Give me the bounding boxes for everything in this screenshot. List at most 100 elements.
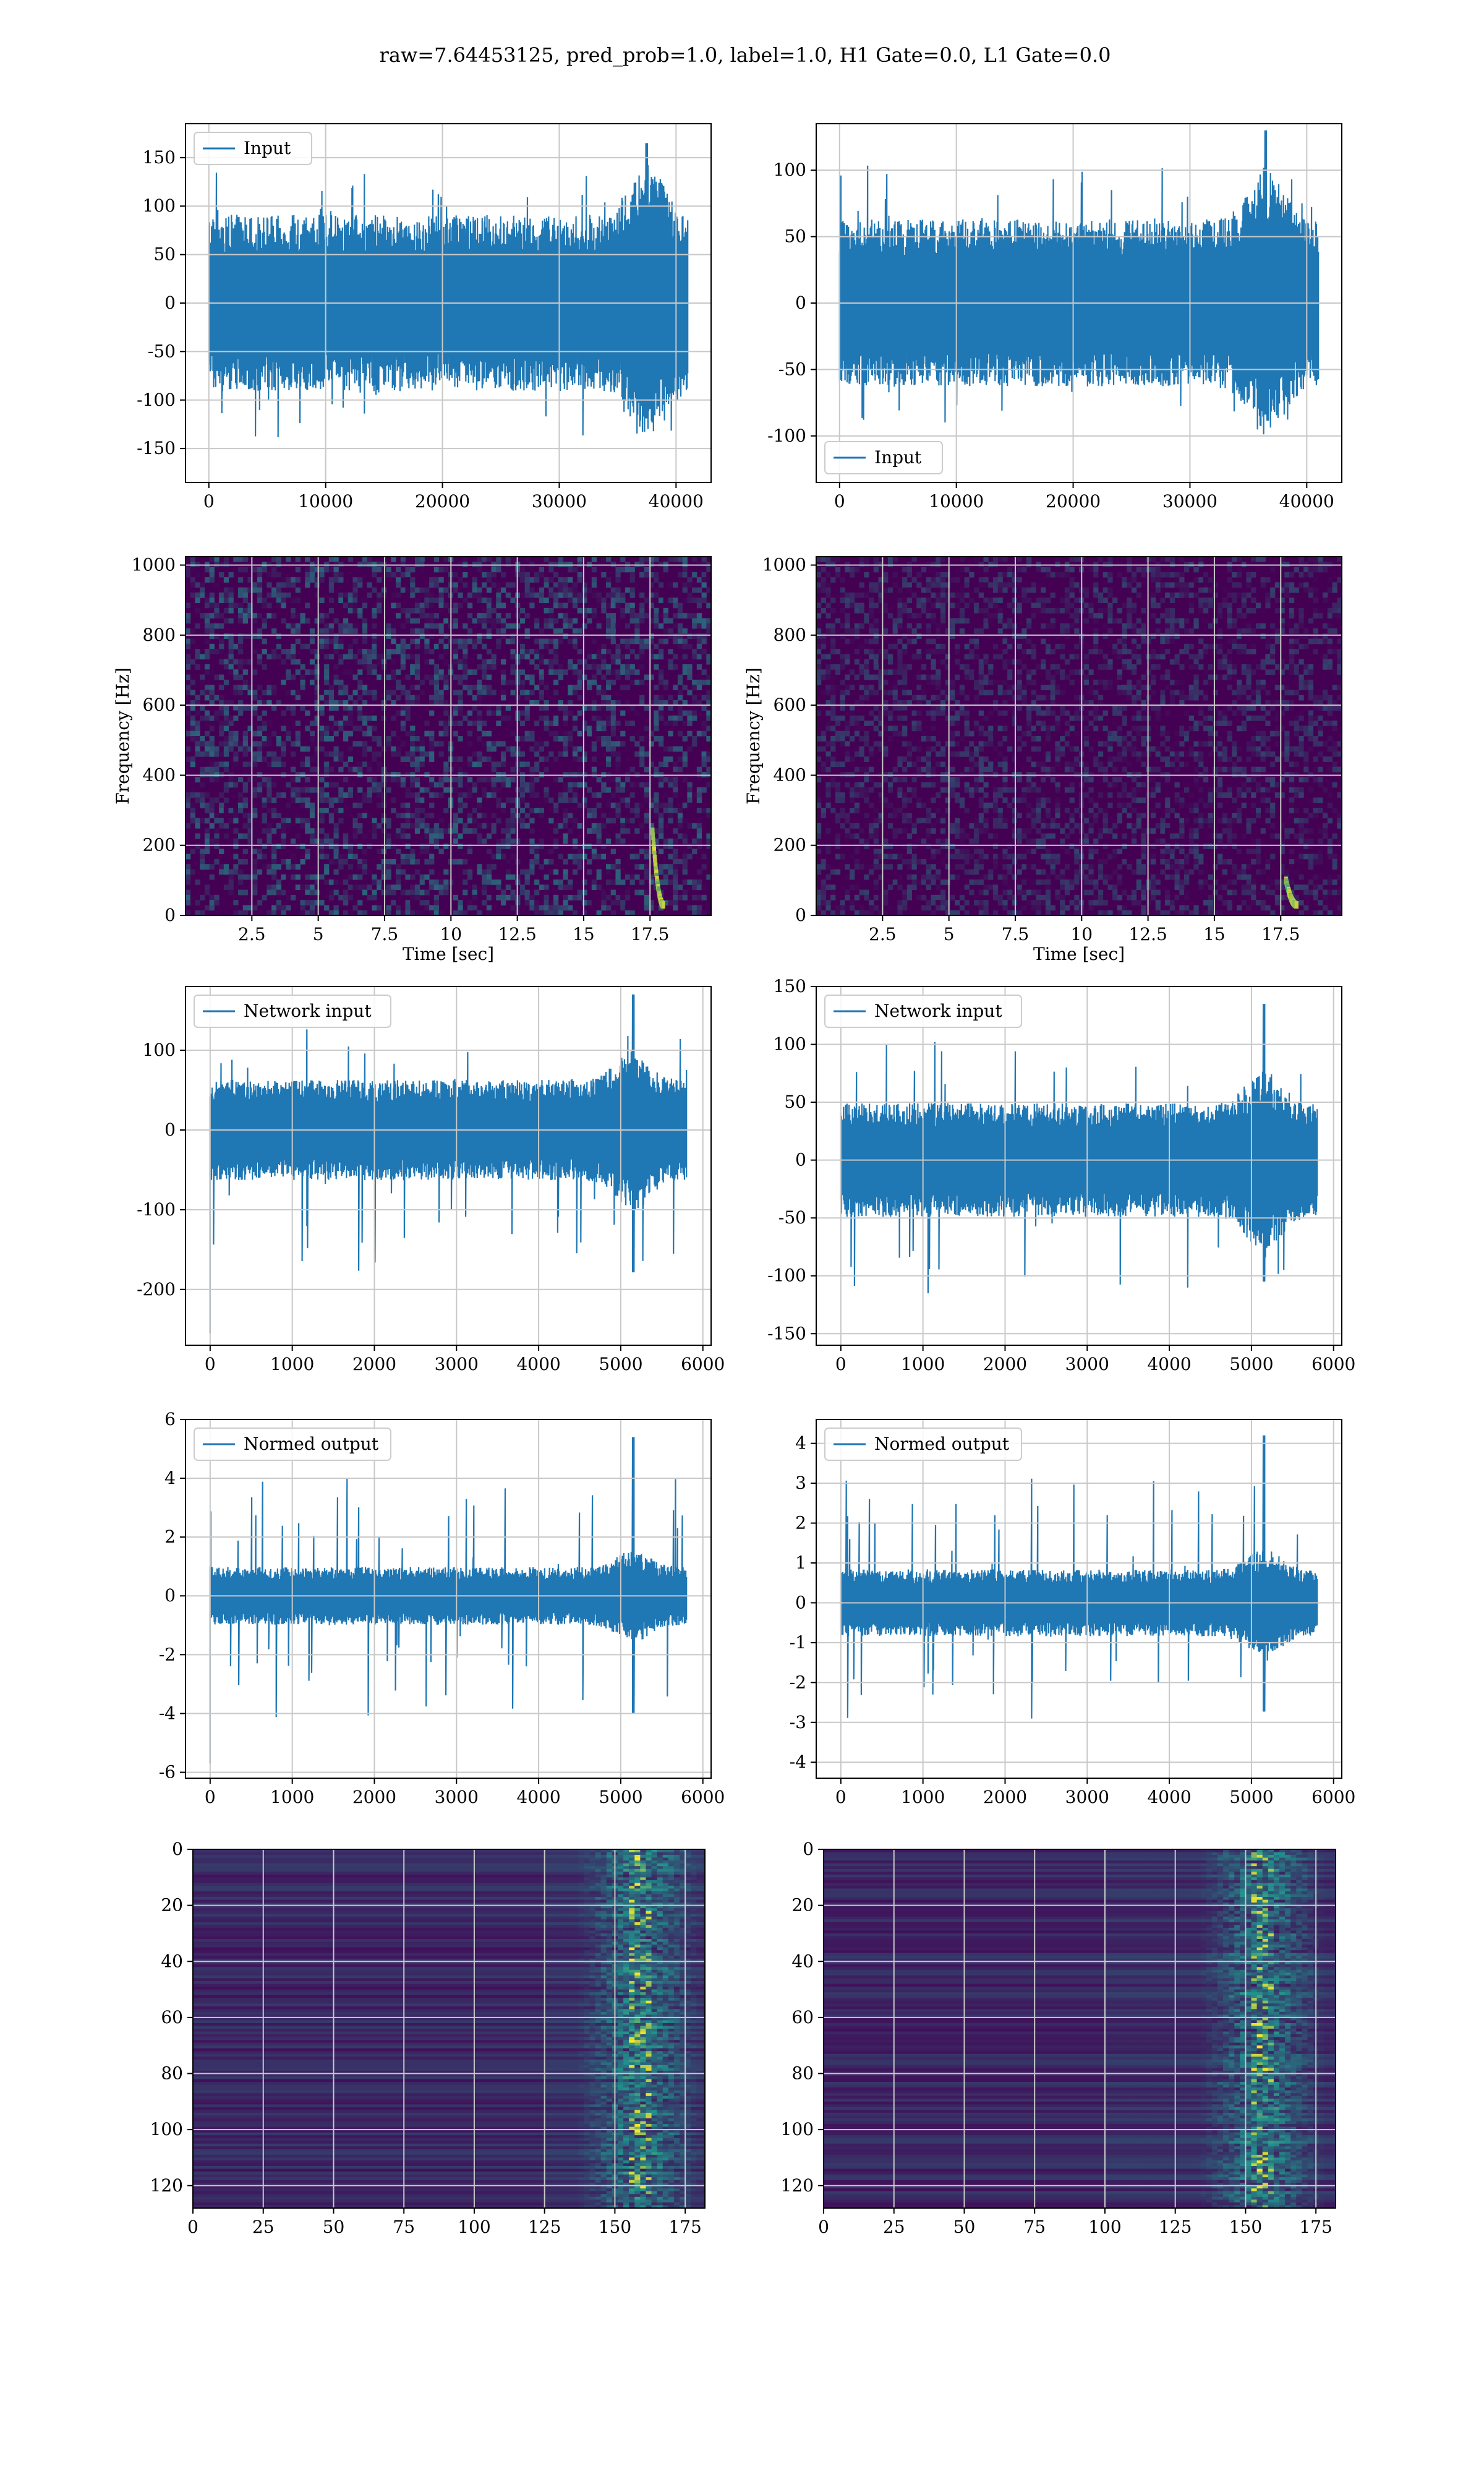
heat-cell bbox=[659, 700, 664, 706]
heat-cell bbox=[696, 766, 702, 773]
heat-cell bbox=[219, 818, 224, 824]
legend-label: Input bbox=[874, 447, 922, 468]
heat-cell bbox=[429, 854, 435, 860]
heat-cell bbox=[472, 721, 477, 726]
heat-cell bbox=[955, 690, 960, 696]
heat-cell bbox=[419, 607, 425, 614]
heat-cell bbox=[238, 802, 244, 808]
heat-cell bbox=[238, 833, 244, 839]
heat-cell bbox=[501, 894, 506, 901]
heat-cell bbox=[262, 710, 267, 716]
heat-cell bbox=[309, 884, 315, 891]
heat-cell bbox=[314, 900, 320, 905]
heat-cell bbox=[467, 602, 473, 609]
heat-cell bbox=[338, 669, 344, 675]
heat-cell bbox=[343, 889, 349, 896]
heat-cell bbox=[424, 593, 430, 598]
heat-cell bbox=[883, 710, 889, 716]
heat-cell bbox=[931, 593, 936, 598]
heat-cell bbox=[620, 664, 626, 670]
heat-cell bbox=[878, 593, 884, 598]
heat-cell bbox=[850, 638, 855, 644]
heat-cell bbox=[615, 567, 621, 573]
heat-cell bbox=[625, 602, 631, 609]
heat-cell bbox=[534, 844, 540, 849]
heat-cell bbox=[424, 618, 430, 624]
heat-cell bbox=[223, 751, 229, 757]
heat-cell bbox=[233, 910, 239, 915]
heat-cell bbox=[825, 751, 831, 757]
heat-cell bbox=[529, 730, 535, 737]
heat-cell bbox=[186, 638, 191, 644]
heat-cell bbox=[897, 777, 903, 783]
heat-cell bbox=[897, 761, 903, 768]
heat-cell bbox=[840, 593, 845, 598]
heat-cell bbox=[262, 726, 267, 732]
heat-cell bbox=[955, 833, 960, 839]
heat-cell bbox=[252, 756, 258, 762]
heat-cell bbox=[706, 756, 711, 762]
heat-cell bbox=[453, 587, 458, 593]
heat-cell bbox=[821, 643, 826, 649]
heat-cell bbox=[223, 618, 229, 624]
heat-cell bbox=[639, 751, 645, 757]
heat-cell bbox=[906, 751, 913, 757]
chirp-cell bbox=[661, 901, 665, 909]
heat-cell bbox=[568, 593, 573, 598]
heat-cell bbox=[606, 864, 612, 870]
heat-cell bbox=[897, 618, 903, 624]
heat-cell bbox=[940, 828, 946, 834]
heat-cell bbox=[386, 858, 391, 865]
heat-cell bbox=[859, 766, 864, 773]
heat-cell bbox=[400, 690, 406, 696]
heat-cell bbox=[620, 613, 626, 618]
heat-cell bbox=[424, 751, 430, 757]
heat-cell bbox=[1007, 736, 1013, 742]
heat-cell bbox=[314, 741, 320, 747]
heat-cell bbox=[291, 838, 296, 844]
heat-cell bbox=[472, 587, 477, 593]
heat-cell bbox=[625, 685, 631, 690]
heat-cell bbox=[410, 607, 416, 614]
heat-cell bbox=[276, 557, 282, 562]
heat-cell bbox=[859, 787, 864, 793]
heat-cell bbox=[372, 602, 377, 609]
heat-cell bbox=[845, 833, 850, 839]
heat-cell bbox=[601, 659, 607, 665]
heat-cell bbox=[209, 766, 215, 773]
heat-cell bbox=[682, 638, 688, 644]
heat-cell bbox=[553, 802, 559, 808]
heat-cell bbox=[629, 880, 635, 885]
heat-cell bbox=[486, 880, 492, 885]
heat-cell bbox=[615, 571, 621, 578]
heat-cell bbox=[601, 813, 607, 819]
heat-cell bbox=[974, 838, 979, 844]
heat-cell bbox=[247, 905, 253, 911]
heat-cell bbox=[529, 792, 535, 798]
heat-cell bbox=[524, 582, 530, 588]
heat-cell bbox=[247, 833, 253, 839]
heat-cell bbox=[391, 557, 396, 562]
heat-cell bbox=[328, 838, 335, 844]
heat-cell bbox=[887, 736, 893, 742]
heat-cell bbox=[840, 633, 845, 640]
heat-cell bbox=[295, 833, 301, 839]
heat-cell bbox=[629, 633, 635, 640]
heat-cell bbox=[883, 669, 889, 675]
heat-cell bbox=[825, 587, 831, 593]
heat-cell bbox=[209, 900, 215, 905]
heat-cell bbox=[840, 813, 845, 819]
heat-cell bbox=[424, 787, 430, 793]
heat-cell bbox=[276, 792, 282, 798]
heat-cell bbox=[190, 818, 195, 824]
heat-cell bbox=[529, 659, 535, 665]
heat-cell bbox=[186, 869, 191, 875]
heat-cell bbox=[1002, 679, 1008, 685]
heat-cell bbox=[902, 792, 908, 798]
heat-cell bbox=[400, 587, 406, 593]
heat-cell bbox=[577, 638, 582, 644]
heat-cell bbox=[333, 808, 339, 813]
heat-cell bbox=[615, 736, 621, 742]
heat-cell bbox=[276, 880, 282, 885]
heat-cell bbox=[195, 582, 200, 588]
